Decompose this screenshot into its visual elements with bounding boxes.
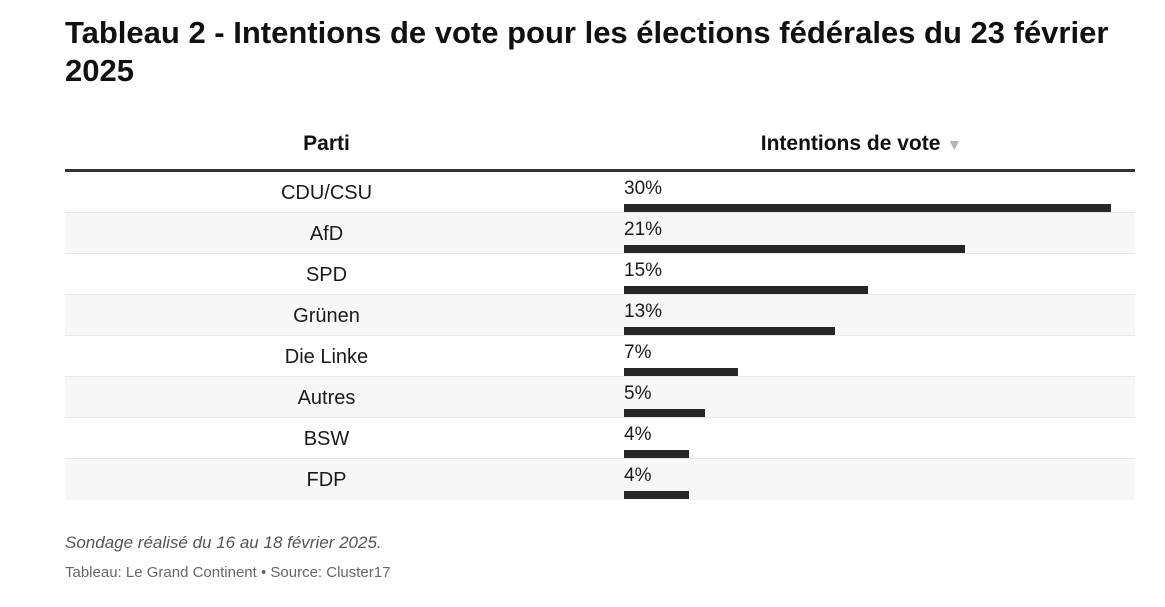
- table-row: Die Linke 7%: [65, 336, 1135, 377]
- party-name: BSW: [303, 428, 350, 450]
- party-name: FDP: [306, 469, 347, 491]
- vote-data-label: 4%: [624, 465, 652, 486]
- chart-title: Tableau 2 - Intentions de vote pour les …: [65, 15, 1109, 88]
- vote-bar: [624, 368, 738, 376]
- data-table: Parti Intentions de vote ▼ CDU/CSU 30% AfD 2…: [65, 118, 1135, 500]
- vote-data-label: 13%: [624, 301, 663, 322]
- table-row: Grünen 13%: [65, 295, 1135, 336]
- vote-bar: [624, 409, 705, 417]
- vote-data-label: 15%: [624, 260, 663, 281]
- party-name: Autres: [297, 387, 356, 409]
- source-line: Tableau: Le Grand Continent • Source: Cl…: [65, 564, 391, 581]
- table-row: Autres 5%: [65, 377, 1135, 418]
- party-name: Grünen: [293, 305, 360, 327]
- table-row: BSW 4%: [65, 418, 1135, 459]
- vote-bar: [624, 245, 965, 253]
- party-name: SPD: [305, 264, 348, 286]
- party-name: AfD: [309, 223, 344, 245]
- table-header: Parti Intentions de vote ▼: [65, 118, 1135, 172]
- table-body: CDU/CSU 30% AfD 21% SPD 15% Grünen 13% Die Linke…: [65, 172, 1135, 500]
- table-row: SPD 15%: [65, 254, 1135, 295]
- vote-bar: [624, 286, 868, 294]
- column-header-vote[interactable]: Intentions de vote ▼: [588, 132, 1135, 156]
- column-header-party[interactable]: Parti: [65, 132, 588, 156]
- vote-data-label: 21%: [624, 219, 663, 240]
- column-header-vote-label: Intentions de vote: [760, 132, 941, 155]
- vote-bar: [624, 327, 835, 335]
- table-row: AfD 21%: [65, 213, 1135, 254]
- party-name: Die Linke: [284, 346, 369, 368]
- vote-bar: [624, 491, 689, 499]
- vote-data-label: 30%: [624, 178, 663, 199]
- vote-data-label: 5%: [624, 383, 652, 404]
- table-row: FDP 4%: [65, 459, 1135, 500]
- column-header-party-label: Parti: [303, 132, 350, 155]
- vote-bar: [624, 450, 689, 458]
- sort-desc-icon[interactable]: ▼: [946, 137, 963, 154]
- party-name: CDU/CSU: [280, 182, 373, 204]
- vote-data-label: 4%: [624, 424, 652, 445]
- survey-note: Sondage réalisé du 16 au 18 février 2025…: [65, 533, 382, 552]
- vote-bar: [624, 204, 1111, 212]
- vote-data-label: 7%: [624, 342, 652, 363]
- table-row: CDU/CSU 30%: [65, 172, 1135, 213]
